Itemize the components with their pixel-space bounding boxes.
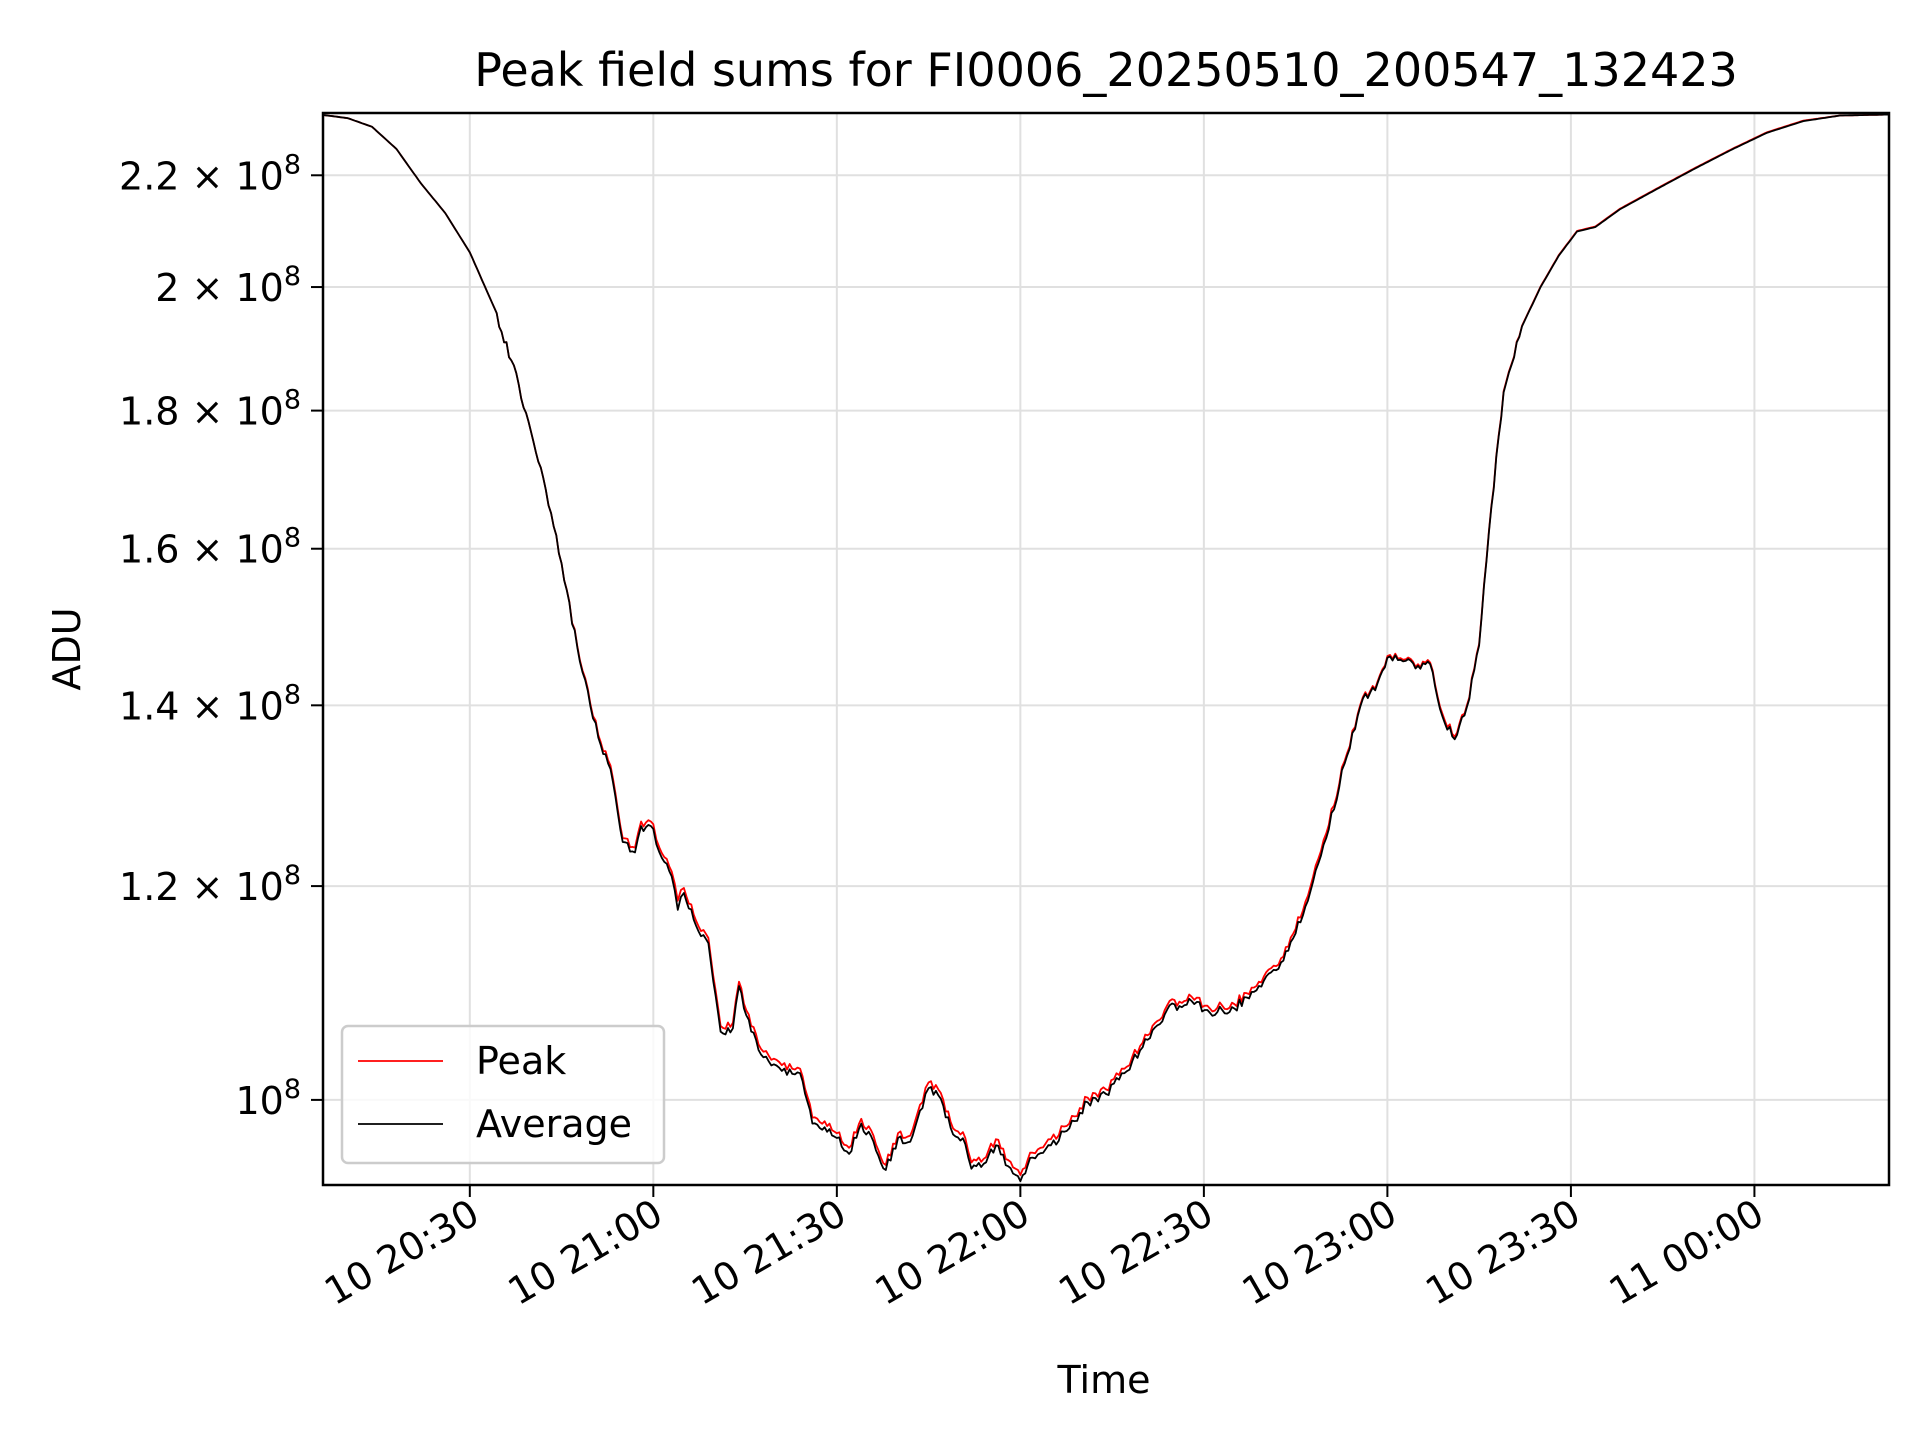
grid [323,113,1889,1185]
y-tick-exponent: 8 [284,261,301,292]
chart-title: Peak field sums for FI0006_20250510_2005… [474,43,1738,97]
y-tick-mantissa: 1.6 [119,528,179,572]
y-tick-base: 10 [235,390,283,434]
x-axis-label: Time [1057,1358,1151,1402]
y-tick-label: 1.8 × 108 [119,385,301,434]
y-tick-base: 10 [235,865,283,909]
y-tick-label: 1.6 × 108 [119,523,301,572]
y-tick-exponent: 8 [284,385,301,416]
legend-label-peak: Peak [476,1039,566,1083]
y-tick-exponent: 8 [284,523,301,554]
series-line-average [322,113,1890,1183]
y-tick-mantissa: 2 [155,266,179,310]
legend: Peak Average [340,1024,666,1165]
y-tick-exponent: 8 [284,679,301,710]
y-axis-label: ADU [45,607,89,690]
y-tick-label: 1.2 × 108 [119,860,301,909]
y-tick-exponent: 8 [284,860,301,891]
y-tick-base: 10 [235,1079,283,1123]
y-tick-mantissa: 1.8 [119,390,179,434]
y-tick-base: 10 [235,266,283,310]
y-tick-base: 10 [235,154,283,198]
y-tick-mantissa: 2.2 [119,154,179,198]
y-tick-label: 2.2 × 108 [119,149,301,198]
plot-frame [321,111,1891,1187]
y-tick-base: 10 [235,528,283,572]
y-tick-label: 2 × 108 [155,261,301,310]
series-layer [322,113,1890,1183]
y-tick-exponent: 8 [284,149,301,180]
y-tick-mantissa: 1.4 [119,684,179,728]
y-tick-label: 1.4 × 108 [119,679,301,728]
y-tick-exponent: 8 [284,1074,301,1105]
legend-label-average: Average [476,1102,632,1146]
y-tick-label: 108 [235,1074,301,1123]
y-tick-mantissa: 1.2 [119,865,179,909]
y-axis: 2.2 × 108 2 × 108 1.8 × 108 1.6 × 108 1.4 × … [119,149,323,1123]
y-tick-base: 10 [235,684,283,728]
